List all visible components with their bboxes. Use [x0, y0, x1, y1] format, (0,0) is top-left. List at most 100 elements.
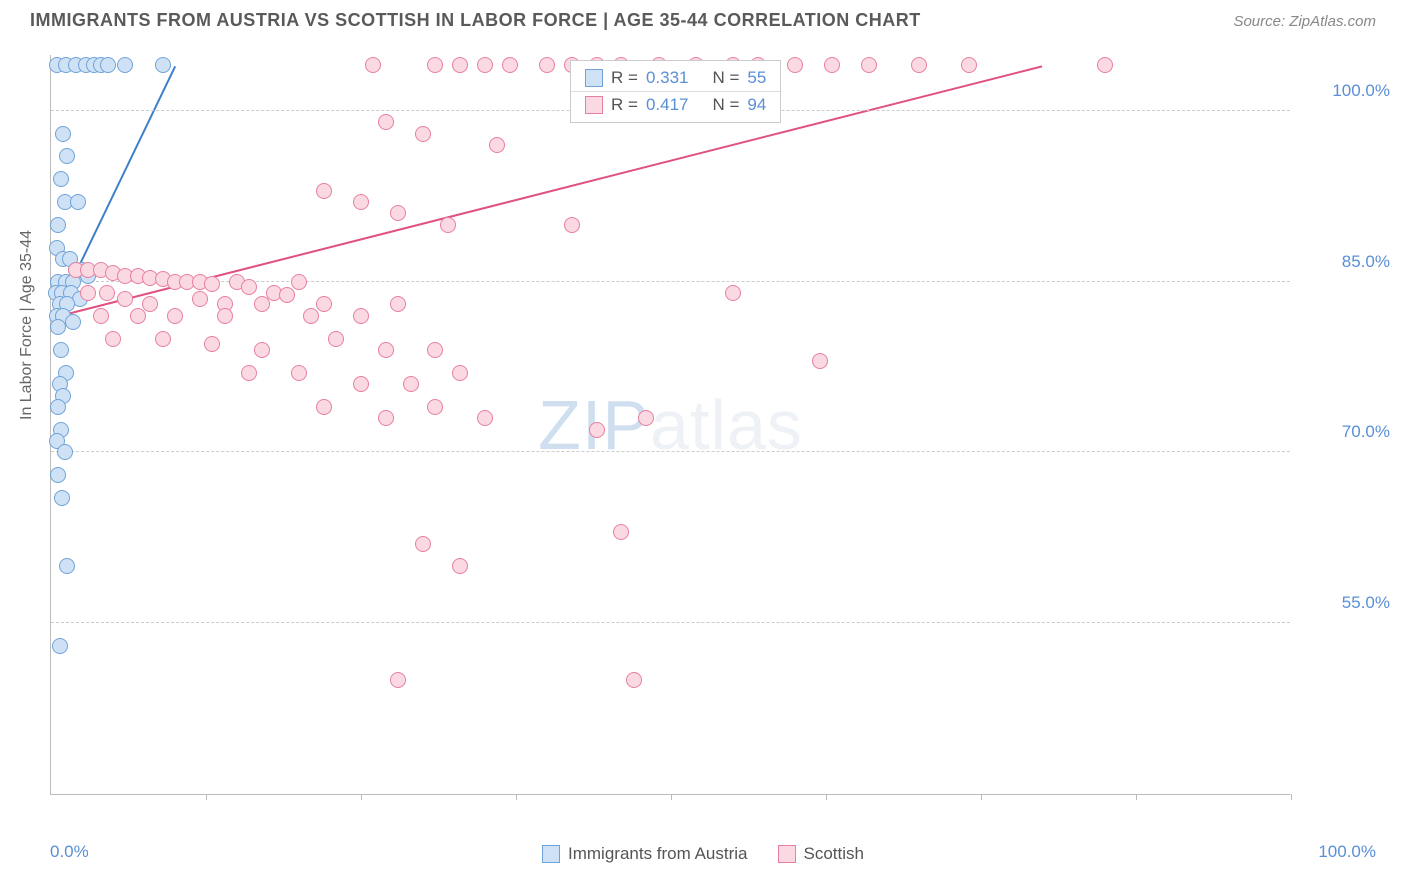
data-point-austria — [50, 319, 66, 335]
data-point-scottish — [105, 331, 121, 347]
chart-title: IMMIGRANTS FROM AUSTRIA VS SCOTTISH IN L… — [30, 10, 921, 31]
data-point-scottish — [787, 57, 803, 73]
legend-swatch-austria — [585, 69, 603, 87]
data-point-scottish — [93, 308, 109, 324]
data-point-scottish — [390, 205, 406, 221]
data-point-austria — [50, 217, 66, 233]
y-tick-label: 85.0% — [1300, 252, 1390, 272]
legend-label: Immigrants from Austria — [568, 844, 748, 864]
x-tick — [981, 794, 982, 800]
data-point-scottish — [99, 285, 115, 301]
data-point-scottish — [626, 672, 642, 688]
data-point-scottish — [291, 365, 307, 381]
r-value: 0.417 — [646, 95, 689, 115]
data-point-scottish — [539, 57, 555, 73]
n-label: N = — [712, 95, 739, 115]
data-point-scottish — [403, 376, 419, 392]
data-point-austria — [50, 399, 66, 415]
data-point-scottish — [217, 308, 233, 324]
data-point-scottish — [167, 308, 183, 324]
data-point-scottish — [254, 296, 270, 312]
data-point-scottish — [440, 217, 456, 233]
legend-label: Scottish — [804, 844, 864, 864]
n-label: N = — [712, 68, 739, 88]
data-point-scottish — [452, 57, 468, 73]
y-tick-label: 55.0% — [1300, 593, 1390, 613]
data-point-scottish — [353, 376, 369, 392]
data-point-scottish — [378, 410, 394, 426]
data-point-scottish — [1097, 57, 1113, 73]
data-point-scottish — [316, 399, 332, 415]
data-point-scottish — [477, 57, 493, 73]
data-point-scottish — [390, 296, 406, 312]
x-tick — [361, 794, 362, 800]
data-point-scottish — [613, 524, 629, 540]
data-point-scottish — [254, 342, 270, 358]
r-value: 0.331 — [646, 68, 689, 88]
data-point-scottish — [241, 279, 257, 295]
data-point-scottish — [192, 291, 208, 307]
data-point-scottish — [241, 365, 257, 381]
x-axis-end-label: 100.0% — [1318, 842, 1376, 862]
data-point-scottish — [452, 558, 468, 574]
trendlines — [51, 55, 1290, 794]
data-point-scottish — [911, 57, 927, 73]
n-value: 55 — [747, 68, 766, 88]
y-tick-label: 100.0% — [1300, 81, 1390, 101]
data-point-austria — [52, 638, 68, 654]
data-point-scottish — [390, 672, 406, 688]
data-point-austria — [117, 57, 133, 73]
data-point-scottish — [564, 217, 580, 233]
data-point-scottish — [489, 137, 505, 153]
data-point-scottish — [316, 296, 332, 312]
gridline — [51, 451, 1290, 452]
data-point-scottish — [812, 353, 828, 369]
data-point-austria — [65, 314, 81, 330]
legend-item-austria: Immigrants from Austria — [542, 844, 748, 864]
data-point-austria — [53, 342, 69, 358]
data-point-scottish — [142, 296, 158, 312]
x-axis-start-label: 0.0% — [50, 842, 89, 862]
data-point-austria — [59, 558, 75, 574]
legend-bottom: Immigrants from Austria Scottish — [542, 844, 864, 864]
data-point-austria — [155, 57, 171, 73]
data-point-scottish — [204, 276, 220, 292]
data-point-scottish — [378, 114, 394, 130]
data-point-scottish — [725, 285, 741, 301]
data-point-scottish — [328, 331, 344, 347]
data-point-scottish — [589, 422, 605, 438]
data-point-scottish — [353, 194, 369, 210]
data-point-scottish — [279, 287, 295, 303]
n-value: 94 — [747, 95, 766, 115]
gridline — [51, 622, 1290, 623]
data-point-scottish — [80, 285, 96, 301]
x-tick — [826, 794, 827, 800]
data-point-scottish — [415, 536, 431, 552]
data-point-scottish — [291, 274, 307, 290]
data-point-scottish — [316, 183, 332, 199]
legend-stat-row-scottish: R = 0.417 N = 94 — [571, 91, 780, 118]
data-point-scottish — [130, 308, 146, 324]
data-point-scottish — [117, 291, 133, 307]
data-point-austria — [50, 467, 66, 483]
data-point-austria — [54, 490, 70, 506]
data-point-austria — [53, 171, 69, 187]
data-point-scottish — [638, 410, 654, 426]
data-point-scottish — [427, 342, 443, 358]
watermark: ZIPatlas — [538, 385, 803, 465]
data-point-scottish — [427, 57, 443, 73]
legend-item-scottish: Scottish — [778, 844, 864, 864]
data-point-scottish — [365, 57, 381, 73]
x-tick — [516, 794, 517, 800]
x-tick — [206, 794, 207, 800]
data-point-scottish — [427, 399, 443, 415]
legend-swatch-scottish — [585, 96, 603, 114]
r-label: R = — [611, 95, 638, 115]
y-tick-label: 70.0% — [1300, 422, 1390, 442]
legend-swatch-scottish — [778, 845, 796, 863]
source-label: Source: ZipAtlas.com — [1233, 13, 1376, 30]
data-point-austria — [70, 194, 86, 210]
data-point-austria — [59, 148, 75, 164]
data-point-scottish — [415, 126, 431, 142]
r-label: R = — [611, 68, 638, 88]
